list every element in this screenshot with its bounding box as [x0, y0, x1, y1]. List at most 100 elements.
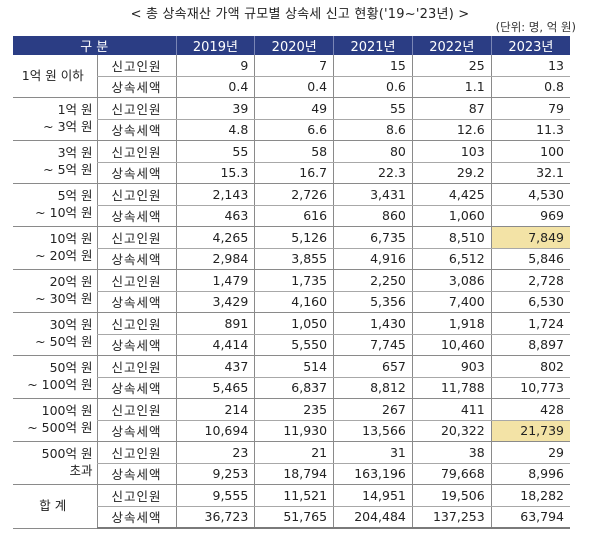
cell-value: 267 [333, 398, 413, 421]
group-label-line2: 초과 [69, 463, 93, 478]
cell-value: 10,773 [490, 377, 570, 399]
cell-value: 6,735 [333, 226, 413, 249]
cell-value: 437 [175, 355, 255, 378]
inheritance-tax-table: 구 분 2019년 2020년 2021년 2022년 2023년 1억 원 이… [13, 36, 570, 529]
row-label-tax: 상속세액 [96, 291, 176, 313]
group-label-line2: ~ 500억 원 [27, 420, 93, 435]
group-label-line1: 1억 원 이하 [21, 67, 84, 83]
cell-value: 0.4 [254, 76, 334, 98]
row-label-filers: 신고인원 [96, 441, 176, 464]
cell-value: 22.3 [333, 162, 413, 184]
row-label-tax: 상속세액 [96, 506, 176, 529]
row-label-filers: 신고인원 [96, 140, 176, 163]
group-label: 500억 원 초과 [13, 441, 97, 485]
cell-value: 29 [490, 441, 570, 464]
cell-value: 8,510 [411, 226, 492, 249]
cell-value: 18,282 [490, 484, 570, 507]
cell-value: 3,429 [175, 291, 255, 313]
cell-value: 0.4 [175, 76, 255, 98]
cell-value: 13 [490, 55, 570, 77]
row-label-filers: 신고인원 [96, 355, 176, 378]
group-label-line2: ~ 3억 원 [43, 119, 93, 134]
cell-value: 2,984 [175, 248, 255, 270]
cell-value: 19,506 [411, 484, 492, 507]
cell-value: 4,265 [175, 226, 255, 249]
cell-value: 9,555 [175, 484, 255, 507]
cell-value: 1,430 [333, 312, 413, 335]
cell-value: 31 [333, 441, 413, 464]
cell-value: 79,668 [411, 463, 492, 485]
row-label-filers: 신고인원 [96, 484, 176, 507]
cell-value: 11,788 [411, 377, 492, 399]
header-year-2019: 2019년 [175, 36, 255, 55]
row-label-filers: 신고인원 [96, 226, 176, 249]
table-row: 상속세액 2,984 3,855 4,916 6,512 5,846 [13, 248, 570, 270]
row-label-filers: 신고인원 [96, 269, 176, 292]
cell-value: 891 [175, 312, 255, 335]
cell-value: 163,196 [333, 463, 413, 485]
group-label: 3억 원 ~ 5억 원 [13, 140, 97, 184]
group-label: 30억 원 ~ 50억 원 [13, 312, 97, 356]
cell-value: 55 [333, 97, 413, 120]
table-row: 100억 원 ~ 500억 원 신고인원 214 235 267 411 428 [13, 398, 570, 442]
table-row: 상속세액 463 616 860 1,060 969 [13, 205, 570, 227]
cell-value: 15 [333, 55, 413, 77]
header-year-2022: 2022년 [411, 36, 492, 55]
group-label-line1: 1억 원 [57, 102, 93, 118]
header-row: 구 분 2019년 2020년 2021년 2022년 2023년 [13, 36, 570, 55]
table-row: 상속세액 5,465 6,837 8,812 11,788 10,773 [13, 377, 570, 399]
cell-value: 10,694 [175, 420, 255, 442]
cell-value: 657 [333, 355, 413, 378]
row-label-filers: 신고인원 [96, 183, 176, 206]
cell-value: 8,996 [490, 463, 570, 485]
group-label-line1: 20억 원 [49, 274, 93, 290]
cell-value: 1,735 [254, 269, 334, 292]
cell-value: 2,250 [333, 269, 413, 292]
cell-value: 214 [175, 398, 255, 421]
cell-value: 9,253 [175, 463, 255, 485]
table-row: 상속세액 15.3 16.7 22.3 29.2 32.1 [13, 162, 570, 184]
group-label-line1: 500억 원 [41, 446, 93, 462]
cell-value: 6,512 [411, 248, 492, 270]
row-label-filers: 신고인원 [96, 312, 176, 335]
group-label-line1: 30억 원 [49, 317, 93, 333]
table-row: 500억 원 초과 신고인원 23 21 31 38 29 [13, 441, 570, 485]
group-label: 1억 원 ~ 3억 원 [13, 97, 97, 141]
cell-value: 4,530 [490, 183, 570, 206]
cell-value: 4,425 [411, 183, 492, 206]
header-category: 구 분 [13, 36, 176, 55]
cell-value: 8,812 [333, 377, 413, 399]
cell-value: 23 [175, 441, 255, 464]
cell-value: 1,724 [490, 312, 570, 335]
cell-value: 4.8 [175, 119, 255, 141]
table-row: 1억 원 이하 신고인원 9 7 15 25 13 [13, 55, 570, 98]
highlighted-cell-value: 21,739 [490, 420, 570, 442]
cell-value: 16.7 [254, 162, 334, 184]
cell-value: 7,745 [333, 334, 413, 356]
cell-value: 969 [490, 205, 570, 227]
row-label-tax: 상속세액 [96, 119, 176, 141]
group-label: 20억 원 ~ 30억 원 [13, 269, 97, 313]
table-row: 상속세액 0.4 0.4 0.6 1.1 0.8 [13, 76, 570, 98]
cell-value: 29.2 [411, 162, 492, 184]
cell-value: 12.6 [411, 119, 492, 141]
table-row: 1억 원 ~ 3억 원 신고인원 39 49 55 87 79 [13, 97, 570, 141]
header-year-2023: 2023년 [490, 36, 570, 55]
group-label-line1: 100억 원 [41, 403, 93, 419]
cell-value: 15.3 [175, 162, 255, 184]
row-label-tax: 상속세액 [96, 377, 176, 399]
unit-note: (단위: 명, 억 원) [495, 20, 576, 34]
cell-value: 100 [490, 140, 570, 163]
group-label-line1: 3억 원 [57, 145, 93, 161]
table-row: 상속세액 3,429 4,160 5,356 7,400 6,530 [13, 291, 570, 313]
cell-value: 49 [254, 97, 334, 120]
cell-value: 802 [490, 355, 570, 378]
cell-value: 7 [254, 55, 334, 77]
cell-value: 7,400 [411, 291, 492, 313]
cell-value: 58 [254, 140, 334, 163]
table-row: 5억 원 ~ 10억 원 신고인원 2,143 2,726 3,431 4,425 4,530 [13, 183, 570, 227]
cell-value: 13,566 [333, 420, 413, 442]
cell-value: 0.6 [333, 76, 413, 98]
cell-value: 204,484 [333, 506, 413, 529]
cell-value: 903 [411, 355, 492, 378]
